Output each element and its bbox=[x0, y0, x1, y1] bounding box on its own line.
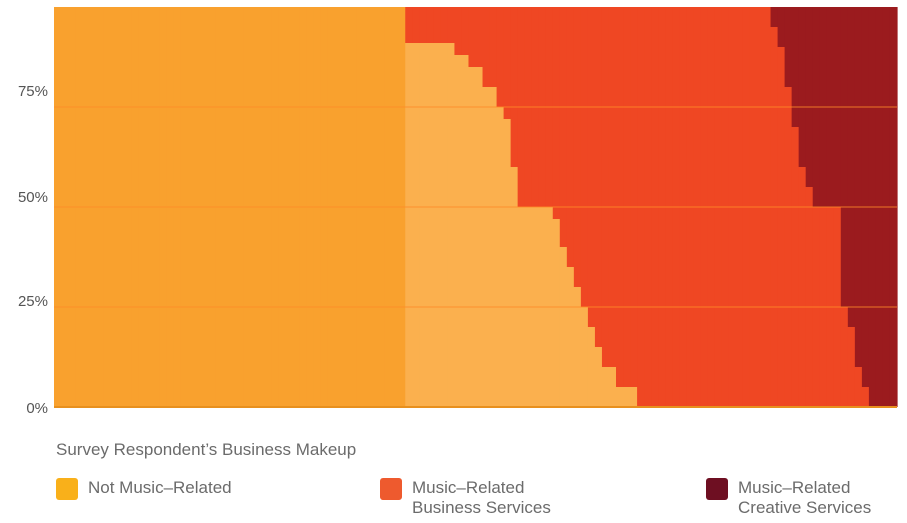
bar-segment-1-respondent-59 bbox=[461, 55, 470, 407]
bar-segment-1-respondent-74 bbox=[566, 267, 575, 407]
legend-item-business-services: Music–Related Business Services bbox=[380, 478, 592, 518]
legend-label-line2: Business Services bbox=[412, 498, 551, 517]
legend-swatch-not-music-related bbox=[56, 478, 78, 500]
legend-label-not-music-related: Not Music–Related bbox=[88, 478, 268, 498]
bar-segment-2-respondent-106 bbox=[791, 127, 800, 407]
bar-segment-1-respondent-81 bbox=[616, 387, 624, 407]
bar-segment-3-respondent-114 bbox=[847, 7, 856, 327]
bar-segment-2-respondent-53 bbox=[419, 7, 427, 43]
bar-segment-2-respondent-107 bbox=[798, 167, 807, 407]
bar-segment-2-respondent-64 bbox=[496, 7, 505, 107]
bar-segment-2-respondent-82 bbox=[623, 7, 631, 387]
bar-segment-2-respondent-83 bbox=[630, 7, 638, 387]
stacked-area-chart: 0% 25% 50% 75% bbox=[18, 7, 898, 417]
bar-segment-2-respondent-115 bbox=[854, 367, 863, 407]
bar-segment-1-respondent-54 bbox=[426, 43, 434, 407]
bar-segment-1-respondent-64 bbox=[496, 107, 505, 407]
y-tick-label-50: 50% bbox=[18, 189, 48, 206]
bar-segment-1-respondent-57 bbox=[447, 43, 456, 407]
bar-segment-3-respondent-115 bbox=[854, 7, 863, 367]
bar-segment-3-respondent-105 bbox=[784, 7, 793, 87]
bar-segment-1-respondent-83 bbox=[630, 387, 638, 407]
legend-swatch-creative-services bbox=[706, 478, 728, 500]
bar-segment-2-respondent-116 bbox=[861, 387, 870, 407]
bar-segment-2-respondent-59 bbox=[461, 7, 470, 55]
bar-segment-1-respondent-62 bbox=[482, 87, 491, 407]
bar-segment-2-respondent-103 bbox=[770, 27, 779, 407]
legend-label-line1: Music–Related bbox=[412, 478, 525, 497]
legend-label-line1: Music–Related bbox=[738, 478, 851, 497]
bar-segment-2-respondent-65 bbox=[503, 7, 512, 119]
bar-segment-1-respondent-77 bbox=[587, 327, 596, 407]
bar-segment-1-respondent-61 bbox=[475, 67, 484, 407]
bar-segment-3-respondent-104 bbox=[777, 7, 786, 47]
bar-segment-3-respondent-103 bbox=[770, 7, 779, 27]
x-axis-caption: Survey Respondent’s Business Makeup bbox=[56, 440, 357, 459]
bar-segment-2-respondent-60 bbox=[468, 7, 477, 67]
bar-segment-2-respondent-104 bbox=[777, 47, 786, 407]
y-axis: 0% 25% 50% 75% bbox=[18, 83, 48, 417]
bar-segment-1-respondent-75 bbox=[573, 287, 582, 407]
bar-segment-3-respondent-108 bbox=[805, 7, 814, 187]
legend-label-business-services: Music–Related Business Services bbox=[412, 478, 592, 518]
bar-segment-1-respondent-78 bbox=[594, 347, 603, 407]
bar-segment-2-respondent-105 bbox=[784, 87, 793, 407]
bar-segment-2-respondent-55 bbox=[433, 7, 441, 43]
bar-segment-1-respondent-63 bbox=[489, 87, 498, 407]
y-tick-label-75: 75% bbox=[18, 83, 48, 100]
bar-segment-3-respondent-107 bbox=[798, 7, 807, 167]
bar-segment-2-respondent-75 bbox=[573, 7, 582, 287]
bar-segment-2-respondent-57 bbox=[447, 7, 456, 43]
legend-label-line2: Creative Services bbox=[738, 498, 872, 517]
bar-segment-1-respondent-65 bbox=[503, 119, 512, 407]
bar-segment-2-respondent-108 bbox=[805, 187, 814, 407]
bar-segment-2-respondent-73 bbox=[559, 7, 568, 247]
bar-segment-1-respondent-79 bbox=[601, 367, 610, 407]
y-tick-label-25: 25% bbox=[18, 293, 48, 310]
bar-segment-1-respondent-76 bbox=[580, 307, 589, 407]
bar-segment-1-respondent-80 bbox=[608, 367, 617, 407]
bar-segment-1-respondent-58 bbox=[454, 55, 463, 407]
bar-segment-2-respondent-66 bbox=[510, 7, 519, 167]
bar-segment-2-respondent-56 bbox=[440, 7, 449, 43]
bar-segment-2-respondent-78 bbox=[594, 7, 603, 347]
bar-segment-1-respondent-56 bbox=[440, 43, 449, 407]
bar-segment-2-respondent-63 bbox=[489, 7, 498, 87]
bar-segment-1-respondent-55 bbox=[433, 43, 441, 407]
bar-segment-1-respondent-51 bbox=[405, 43, 413, 407]
legend-item-creative-services: Music–Related Creative Services bbox=[706, 478, 907, 518]
bar-segment-2-respondent-114 bbox=[847, 327, 856, 407]
bar-segment-2-respondent-77 bbox=[587, 7, 596, 327]
bar-segment-3-respondent-116 bbox=[861, 7, 870, 387]
bar-segment-1-respondent-73 bbox=[559, 247, 568, 407]
bar-segment-1-respondent-60 bbox=[468, 67, 477, 407]
legend-label-creative-services: Music–Related Creative Services bbox=[738, 478, 907, 518]
bar-segment-1-respondent-66 bbox=[510, 167, 519, 407]
bar-segment-2-respondent-61 bbox=[475, 7, 484, 67]
bar-segment-2-respondent-54 bbox=[426, 7, 434, 43]
bar-segment-2-respondent-76 bbox=[580, 7, 589, 307]
legend-item-not-music-related: Not Music–Related bbox=[56, 478, 268, 500]
bar-segment-2-respondent-51 bbox=[405, 7, 413, 43]
gridlines bbox=[54, 106, 897, 408]
legend-label-line1: Not Music–Related bbox=[88, 478, 232, 497]
bar-segment-1-respondent-53 bbox=[419, 43, 427, 407]
bar-segment-1-respondent-72 bbox=[552, 219, 561, 407]
bar-segment-2-respondent-62 bbox=[482, 7, 491, 87]
legend-swatch-business-services bbox=[380, 478, 402, 500]
bar-segment-1-respondent-52 bbox=[412, 43, 420, 407]
bar-segment-3-respondent-113 bbox=[840, 7, 849, 307]
bar-segment-2-respondent-58 bbox=[454, 7, 463, 55]
bar-segment-1-respondent-82 bbox=[623, 387, 631, 407]
bar-segment-2-respondent-72 bbox=[552, 7, 561, 219]
bar-segment-2-respondent-79 bbox=[601, 7, 610, 367]
bar-segment-2-respondent-81 bbox=[616, 7, 624, 387]
bar-segment-2-respondent-80 bbox=[608, 7, 617, 367]
bar-segment-2-respondent-113 bbox=[840, 307, 849, 407]
bar-segment-2-respondent-74 bbox=[566, 7, 575, 267]
bar-segment-3-respondent-106 bbox=[791, 7, 800, 127]
bar-segment-2-respondent-52 bbox=[412, 7, 420, 43]
y-tick-label-0: 0% bbox=[26, 400, 48, 417]
